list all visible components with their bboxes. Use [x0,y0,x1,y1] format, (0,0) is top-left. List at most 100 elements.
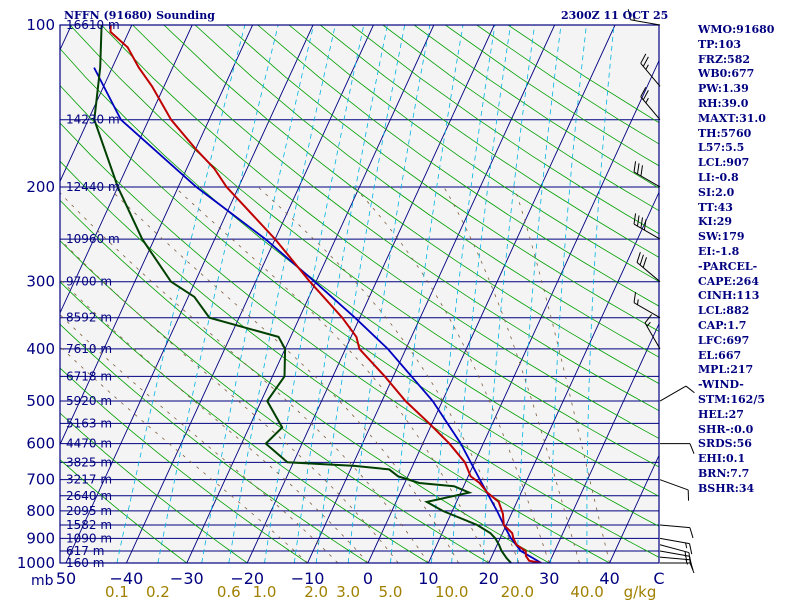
wind-barb-flag [643,219,647,231]
temperature-tick-label: 40 [599,569,619,588]
index-item: CAP:1.7 [698,318,747,332]
wind-barbs [627,9,695,574]
wind-barb-shaft [659,544,690,554]
wind-barb-flag [639,254,644,266]
temperature-tick-label: −10 [291,569,325,588]
mixing-ratio-line [586,25,615,563]
index-item: L57:5.5 [698,141,745,155]
wind-barb [659,544,691,564]
index-item: MPL:217 [698,363,754,377]
dry-adiabat-line [60,412,248,563]
wind-barb-flag [636,215,640,227]
dry-adiabat-line [60,240,490,563]
temperature-tick-label: −20 [230,569,264,588]
isotherm-line [60,25,254,446]
wind-barb-shaft [640,96,661,121]
wind-barb-flag [642,56,649,67]
temperature-tick-label: 20 [479,569,499,588]
pressure-tick-label: 500 [26,392,55,410]
wind-barb [659,537,693,555]
index-item: TP:103 [698,37,742,51]
index-item: -WIND- [698,378,744,392]
wind-barb-flag [688,552,691,564]
wind-barb-half-flag [646,321,651,327]
mixing-ratio-tick-label: 20.0 [501,583,534,600]
index-item: HEL:27 [698,407,744,421]
wind-barb-flag [685,385,695,394]
wind-barb-flag [640,165,643,177]
mixing-ratio-line [482,25,535,563]
pressure-tick-label: 300 [26,273,55,291]
index-item: SRDS:56 [698,437,752,451]
wind-barb-flag [689,527,694,539]
isotherm-line [307,25,556,563]
wind-barb [659,385,695,402]
wind-barb-shaft [633,223,661,240]
mixing-ratio-line [228,25,336,563]
temperature-profile [109,25,542,563]
index-item: TT:43 [698,200,733,214]
temperature-tick-label: 50 [56,569,76,588]
temperature-tick-label: 10 [418,569,438,588]
dry-adiabat-line [60,199,550,563]
wind-barb-shaft [659,479,689,491]
mixing-ratio-tick-label: 0.2 [146,583,170,600]
moist-adiabat-line [107,186,459,563]
pressure-tick-label: 200 [26,178,55,196]
moist-adiabat-line [513,186,610,563]
index-item: CAPE:264 [698,274,759,288]
wind-barb-shaft [659,556,690,561]
wind-barb-shaft [633,171,661,188]
wind-barb-flag [640,87,647,97]
wind-barb-half-flag [684,551,687,557]
height-label: 2095 m [66,504,112,518]
mixing-ratio-unit-label: g/kg [624,583,657,600]
index-item: FRZ:582 [698,52,751,66]
height-label: 16610 m [66,18,120,32]
mixing-ratio-line [201,25,314,563]
height-label: 14230 m [66,113,120,127]
isotherm-line [609,454,659,563]
height-label: 7610 m [66,342,112,356]
index-item: CINH:113 [698,289,760,303]
wind-barb [659,524,694,539]
moist-adiabat-line [60,278,369,563]
dry-adiabat-line [60,160,610,563]
wind-barb [633,291,661,319]
pressure-tick-label: 100 [26,16,55,34]
pressure-unit-label: mb [31,573,54,589]
pressure-tick-label: 400 [26,340,55,358]
wind-barb-flag [636,163,640,175]
wind-barb-half-flag [645,97,649,104]
isotherm-line [60,25,133,183]
wind-barb [636,252,661,283]
wind-barb-shaft [659,550,690,557]
index-item: PW:1.39 [698,82,749,96]
pressure-tick-label: 800 [26,502,55,520]
mixing-ratio-line [264,25,365,563]
height-label: 3825 m [66,455,112,469]
wind-barb [660,562,695,574]
isotherm-line [0,25,11,563]
dry-adiabat-line [60,281,429,563]
wind-barb-flag [644,314,653,324]
wind-barb-flag [633,291,637,303]
wind-barb-flag [627,9,631,20]
wind-barb [659,479,690,501]
mixing-ratio-line [347,25,431,563]
mixing-ratio-line [315,25,406,563]
height-label: 617 m [66,544,104,558]
height-label: 2640 m [66,489,112,503]
temperature-tick-label: 30 [539,569,559,588]
index-item: LI:-0.8 [698,170,739,184]
dry-adiabat-line [69,25,659,468]
wind-barb [660,443,695,454]
dry-adiabat-line [320,25,659,258]
wind-barb-half-flag [636,299,639,305]
height-label: 9700 m [66,275,112,289]
index-item: EI:-1.8 [698,244,740,258]
mixing-ratio-tick-label: 0.1 [105,583,129,600]
mixing-ratio-tick-label: 0.6 [217,583,241,600]
height-label: 6718 m [66,369,112,383]
